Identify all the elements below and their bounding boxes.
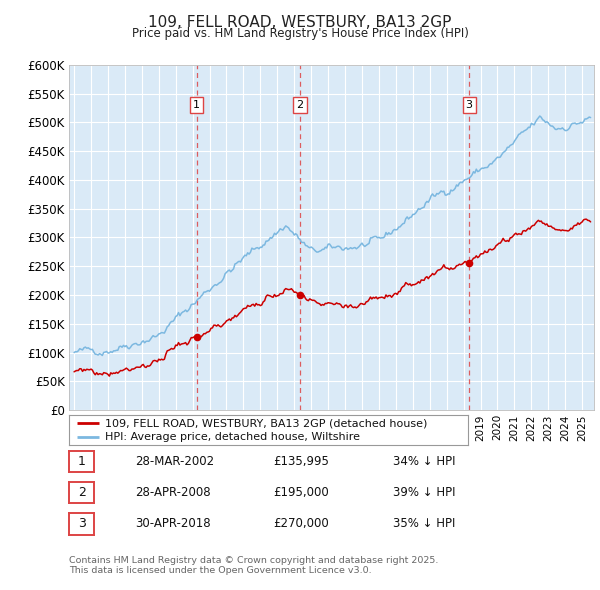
Text: 2: 2 [296,100,304,110]
Text: Contains HM Land Registry data © Crown copyright and database right 2025.: Contains HM Land Registry data © Crown c… [69,556,439,565]
Text: This data is licensed under the Open Government Licence v3.0.: This data is licensed under the Open Gov… [69,566,371,575]
Text: 39% ↓ HPI: 39% ↓ HPI [393,486,455,499]
Text: 1: 1 [193,100,200,110]
Text: 28-APR-2008: 28-APR-2008 [135,486,211,499]
Text: £195,000: £195,000 [273,486,329,499]
Text: 109, FELL ROAD, WESTBURY, BA13 2GP (detached house): 109, FELL ROAD, WESTBURY, BA13 2GP (deta… [105,418,427,428]
Text: 28-MAR-2002: 28-MAR-2002 [135,455,214,468]
Text: 2: 2 [77,486,86,499]
Text: £135,995: £135,995 [273,455,329,468]
Text: 34% ↓ HPI: 34% ↓ HPI [393,455,455,468]
Text: 30-APR-2018: 30-APR-2018 [135,517,211,530]
Text: Price paid vs. HM Land Registry's House Price Index (HPI): Price paid vs. HM Land Registry's House … [131,27,469,40]
Text: 109, FELL ROAD, WESTBURY, BA13 2GP: 109, FELL ROAD, WESTBURY, BA13 2GP [148,15,452,30]
Text: £270,000: £270,000 [273,517,329,530]
Text: 3: 3 [466,100,473,110]
Text: 3: 3 [77,517,86,530]
Text: 35% ↓ HPI: 35% ↓ HPI [393,517,455,530]
Text: HPI: Average price, detached house, Wiltshire: HPI: Average price, detached house, Wilt… [105,432,360,442]
Text: 1: 1 [77,455,86,468]
